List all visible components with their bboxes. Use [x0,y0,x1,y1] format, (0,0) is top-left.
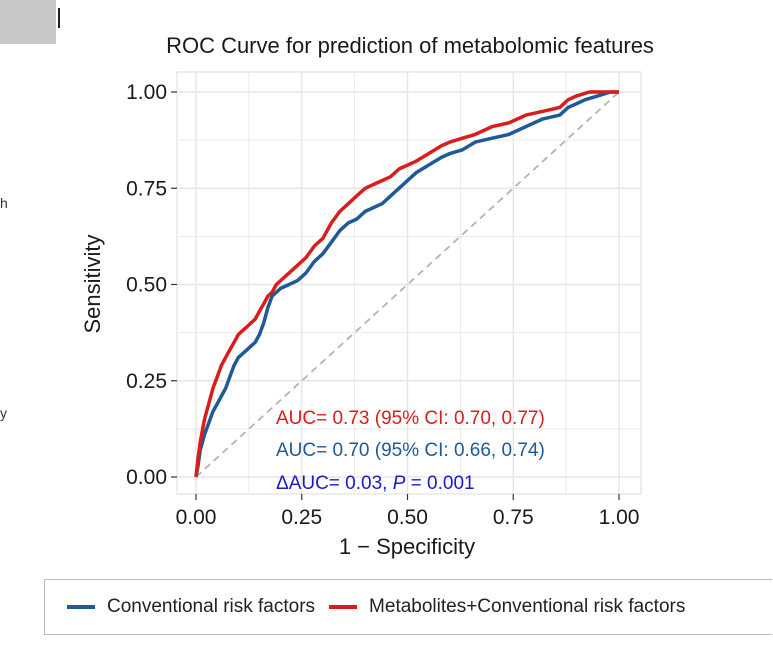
x-tick-label: 0.75 [493,506,534,529]
x-tick-label: 1.00 [599,506,640,529]
x-tick-label: 0.25 [281,506,322,529]
x-tick-label: 0.50 [387,506,428,529]
legend-item-combined: Metabolites+Conventional risk factors [329,596,685,618]
auc-annotation-conventional: AUC= 0.70 (95% CI: 0.66, 0.74) [276,440,545,461]
legend-label-conventional: Conventional risk factors [107,596,316,617]
x-tick-label: 0.00 [176,506,217,529]
y-axis-label: Sensitivity [80,234,105,333]
delta-auc-text: ΔAUC= 0.03, [276,473,393,494]
cropped-text-fragment: h [0,195,8,211]
y-tick-label: 0.50 [126,274,167,297]
chart-title: ROC Curve for prediction of metabolomic … [166,33,654,58]
legend-key-conventional [67,605,95,609]
y-tick-label: 0.00 [126,466,167,489]
y-tick-label: 0.75 [126,177,167,200]
y-tick-label: 1.00 [126,81,167,104]
cropped-text-fragment: y [0,405,7,421]
delta-auc-annotation: ΔAUC= 0.03, P = 0.001 [276,473,475,494]
chart-legend: Conventional risk factors Metabolites+Co… [44,579,772,635]
panel-label-mark [58,8,60,28]
legend-item-conventional: Conventional risk factors [67,596,315,618]
y-tick-label: 0.25 [126,370,167,393]
legend-key-combined [329,605,358,609]
gridlines [177,72,641,494]
p-symbol: P [393,473,406,494]
x-axis-label: 1 − Specificity [339,534,475,559]
legend-label-combined: Metabolites+Conventional risk factors [369,596,686,617]
roc-series [194,90,619,478]
axes: 0.00 0.25 0.50 0.75 1.00 0.00 0.25 0.50 0.75 1.00 [126,81,639,529]
roc-line-combined [194,90,619,478]
roc-line-conventional [194,90,619,478]
p-value: = 0.001 [405,473,474,494]
auc-annotation-combined: AUC= 0.73 (95% CI: 0.70, 0.77) [276,408,545,429]
roc-chart: 0.00 0.25 0.50 0.75 1.00 0.00 0.25 0.50 0.75 1.00… [80,33,654,559]
panel-label-box [0,0,56,44]
